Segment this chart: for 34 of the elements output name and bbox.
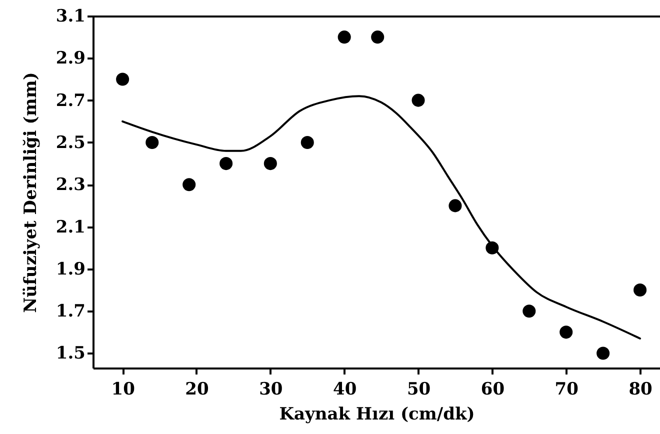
x-tick-label: 10 [111, 380, 136, 400]
line-series [122, 95, 642, 340]
y-tick-label: 2.1 [56, 217, 86, 238]
y-axis-title: Nüfuziyet Derinliği (mm) [20, 72, 41, 313]
x-tick-label: 20 [185, 380, 209, 400]
point [371, 30, 384, 44]
y-tick-label: 1.7 [56, 302, 86, 322]
point [560, 326, 573, 339]
point [522, 304, 536, 318]
point [116, 72, 130, 86]
x-tick-label: 60 [480, 380, 505, 400]
point [338, 30, 351, 44]
y-tick-label: 2.7 [56, 90, 86, 111]
y-tick-label: 2.3 [56, 175, 86, 196]
y-tick-label: 3.1 [56, 6, 86, 26]
x-tick-label: 70 [554, 380, 579, 400]
point [412, 94, 425, 107]
point [596, 346, 610, 360]
x-axis-title: Kaynak Hızı (cm/dk) [279, 404, 475, 424]
point [264, 157, 277, 170]
x-tick-label: 80 [628, 380, 653, 400]
y-tick-label: 1.5 [56, 344, 86, 364]
x-tick-label: 30 [259, 380, 283, 400]
point [634, 284, 647, 297]
point [182, 178, 196, 192]
y-tick-label: 1.9 [56, 259, 86, 280]
point [220, 157, 233, 170]
point [146, 136, 159, 149]
x-tick-label: 40 [333, 380, 357, 400]
y-tick-label: 2.5 [56, 132, 86, 153]
point [448, 199, 462, 212]
point [300, 136, 314, 149]
y-tick-label: 2.9 [56, 48, 86, 69]
x-tick-label: 50 [406, 380, 431, 400]
